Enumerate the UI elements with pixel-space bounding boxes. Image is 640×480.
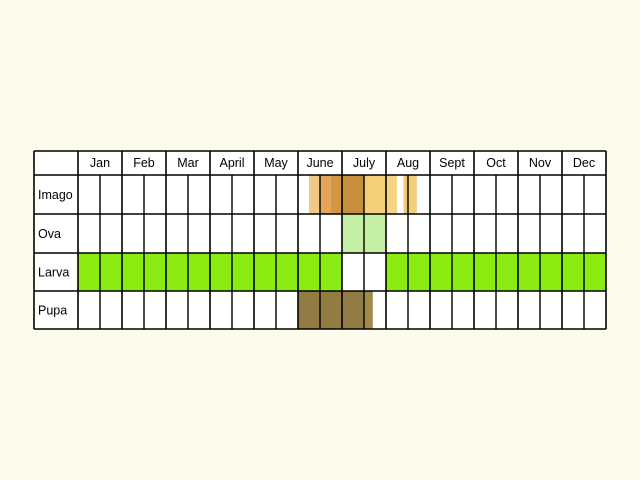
month-header-3: April: [219, 156, 244, 170]
table-grid: [33, 150, 607, 330]
month-header-6: July: [353, 156, 376, 170]
imago-period-4: [342, 175, 364, 214]
imago-period-5: [364, 175, 386, 214]
pupa-period-1: [298, 291, 364, 329]
month-header-4: May: [264, 156, 288, 170]
imago-period-1: [309, 175, 320, 214]
month-header-8: Sept: [439, 156, 465, 170]
imago-period-7: [403, 175, 408, 214]
month-header-9: Oct: [486, 156, 506, 170]
month-header-7: Aug: [397, 156, 419, 170]
stage-label-pupa: Pupa: [38, 304, 67, 318]
pupa-period-2: [364, 291, 373, 329]
month-header-1: Feb: [133, 156, 155, 170]
month-header-0: Jan: [90, 156, 110, 170]
imago-period-8: [408, 175, 417, 214]
stage-label-ova: Ova: [38, 227, 61, 241]
stage-label-imago: Imago: [38, 188, 73, 202]
imago-period-2: [320, 175, 331, 214]
table-labels: Jan Feb Mar April May June July Aug Sept Oct Nov De…: [38, 156, 595, 318]
month-header-2: Mar: [177, 156, 199, 170]
month-header-5: June: [306, 156, 333, 170]
month-header-10: Nov: [529, 156, 552, 170]
stage-label-larva: Larva: [38, 266, 69, 280]
imago-period-6: [386, 175, 397, 214]
imago-period-3: [331, 175, 342, 214]
month-header-11: Dec: [573, 156, 595, 170]
